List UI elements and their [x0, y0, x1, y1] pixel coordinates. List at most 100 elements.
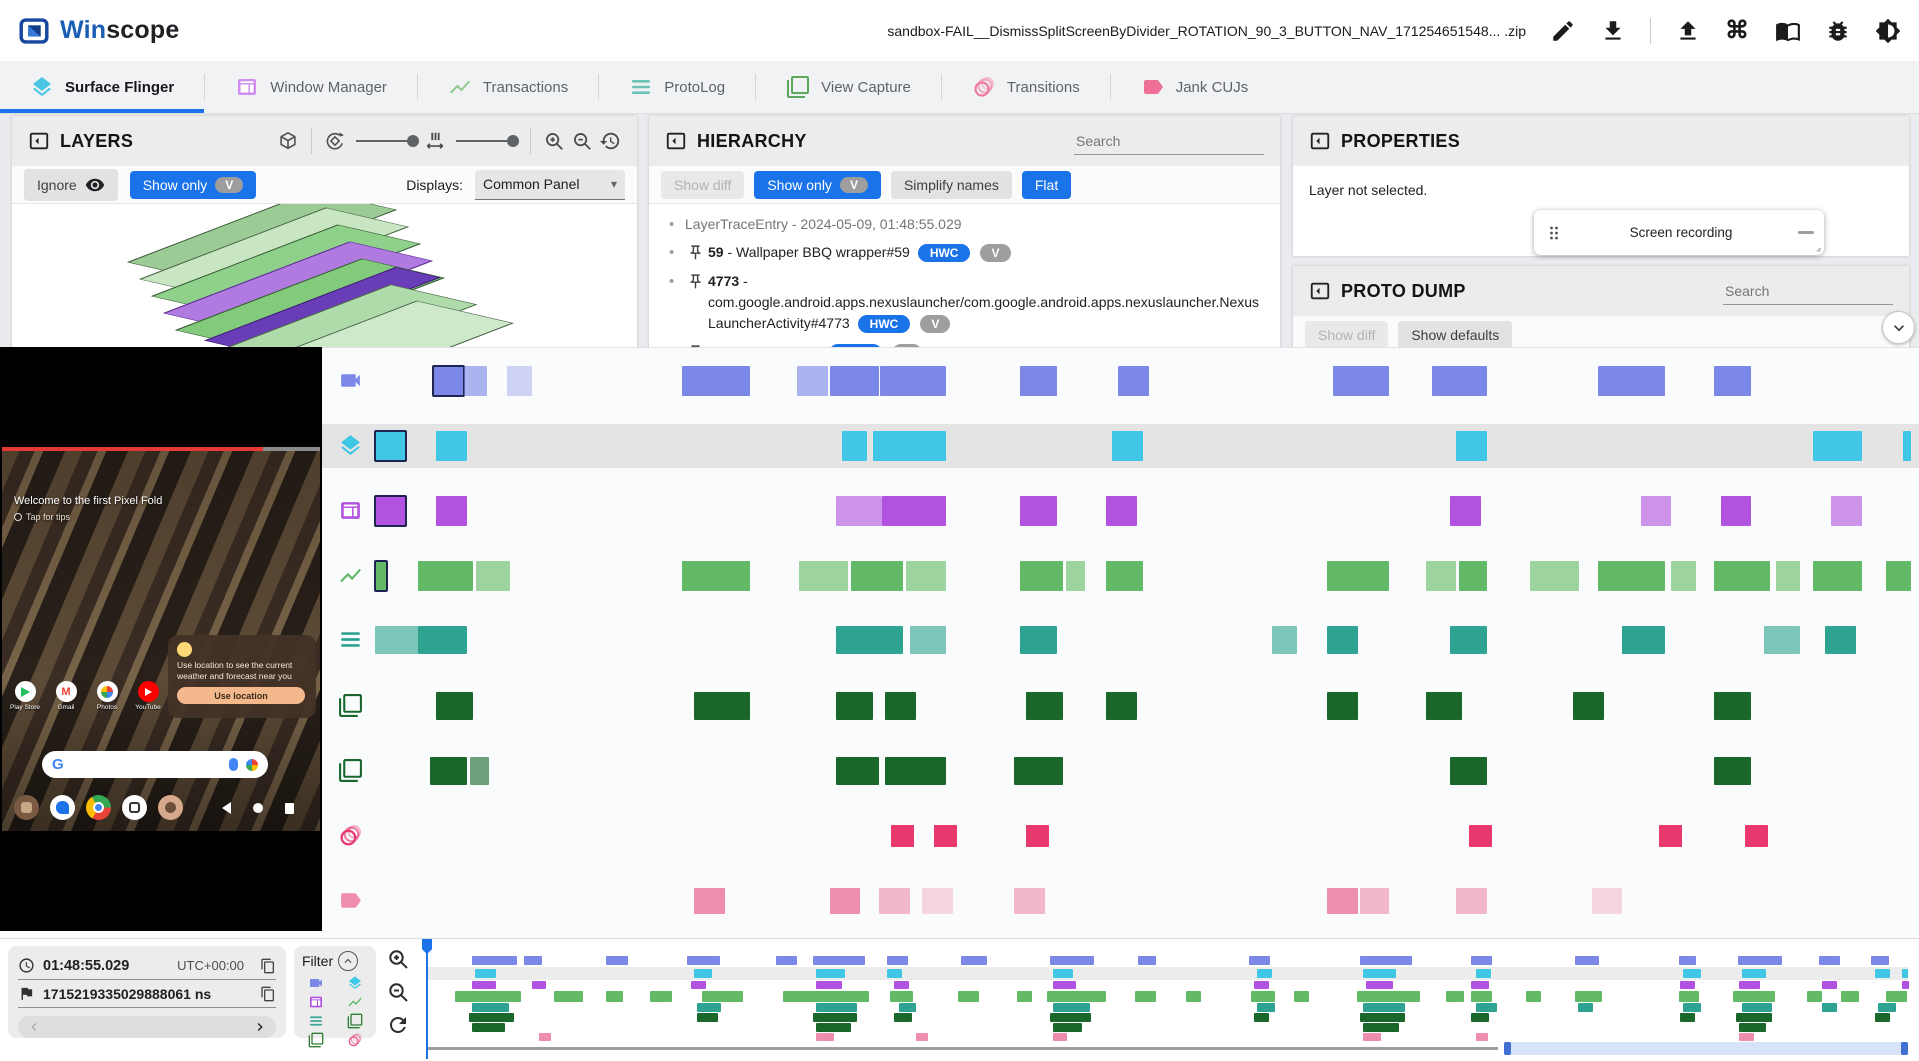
trace-block[interactable]	[1812, 561, 1862, 591]
trace-block[interactable]	[851, 561, 904, 591]
trace-block[interactable]	[884, 757, 947, 785]
trace-block[interactable]	[1659, 825, 1683, 847]
tab-view-capture[interactable]: View Capture	[756, 61, 941, 113]
reset-zoom-icon[interactable]	[386, 1013, 410, 1037]
trace-block[interactable]	[797, 366, 829, 396]
trace-block[interactable]	[881, 496, 947, 526]
flat-button[interactable]: Flat	[1021, 170, 1072, 199]
trace-block[interactable]	[1456, 888, 1488, 914]
trace-block[interactable]	[921, 888, 953, 914]
trace-block[interactable]	[418, 561, 474, 591]
trace-block[interactable]	[1333, 366, 1389, 396]
upload-icon[interactable]	[1675, 18, 1701, 44]
trace-block[interactable]	[1468, 825, 1492, 847]
trace-block[interactable]	[1745, 825, 1769, 847]
expand-panel-button[interactable]	[1882, 311, 1915, 344]
trace-block[interactable]	[1020, 366, 1057, 396]
trace-block[interactable]	[373, 560, 389, 592]
tab-transitions[interactable]: Transitions	[942, 61, 1110, 113]
trace-block[interactable]	[374, 430, 407, 462]
pin-icon[interactable]	[687, 244, 704, 261]
previous-entry-button[interactable]	[26, 1019, 42, 1035]
trace-block[interactable]	[1640, 496, 1672, 526]
timeline-row-transitions[interactable]	[375, 825, 1911, 847]
report-bug-icon[interactable]	[1825, 18, 1851, 44]
trace-block[interactable]	[878, 888, 910, 914]
edit-icon[interactable]	[1550, 18, 1576, 44]
trace-block[interactable]	[1720, 496, 1752, 526]
trace-block[interactable]	[1573, 692, 1604, 720]
trace-block[interactable]	[1812, 431, 1862, 461]
trace-block[interactable]	[884, 692, 916, 720]
trace-block[interactable]	[1272, 626, 1297, 654]
trace-block[interactable]	[1714, 692, 1752, 720]
copy-time-icon[interactable]	[260, 958, 276, 974]
tree-item-layer-trace-entry[interactable]: • LayerTraceEntry - 2024-05-09, 01:48:55…	[669, 216, 962, 233]
trace-block[interactable]	[1824, 626, 1856, 654]
trace-block[interactable]	[432, 365, 466, 397]
trace-block[interactable]	[436, 496, 468, 526]
documentation-icon[interactable]	[1775, 18, 1801, 44]
tree-item-wallpaper[interactable]: • 59 - Wallpaper BBQ wrapper#59 HWC V	[669, 242, 1266, 264]
spacing-slider[interactable]	[456, 135, 519, 147]
show-only-visible-button[interactable]: Show only V	[754, 170, 881, 199]
zoom-in-icon[interactable]	[386, 947, 410, 971]
trace-block[interactable]	[1763, 626, 1801, 654]
timeline-row-protolog[interactable]	[375, 626, 1911, 654]
trace-block[interactable]	[1775, 561, 1801, 591]
tab-transactions[interactable]: Transactions	[418, 61, 598, 113]
rotation-icon[interactable]	[324, 130, 346, 152]
trace-block[interactable]	[1425, 692, 1463, 720]
trace-block[interactable]	[872, 431, 947, 461]
zoom-in-icon[interactable]	[543, 130, 565, 152]
trace-block[interactable]	[934, 825, 958, 847]
trace-block[interactable]	[682, 561, 750, 591]
trace-block[interactable]	[1886, 561, 1911, 591]
trace-block[interactable]	[1714, 561, 1770, 591]
timeline-minimap[interactable]	[428, 939, 1910, 1043]
show-defaults-button[interactable]: Show defaults	[1398, 320, 1513, 349]
collapse-panel-icon[interactable]	[1309, 130, 1331, 152]
trace-block[interactable]	[906, 561, 947, 591]
trace-block[interactable]	[375, 626, 418, 654]
tab-window-manager[interactable]: Window Manager	[205, 61, 417, 113]
minimap-selection[interactable]	[1503, 1042, 1908, 1055]
trace-block[interactable]	[1359, 888, 1389, 914]
trace-block[interactable]	[835, 626, 904, 654]
ignore-button[interactable]: Ignore	[24, 168, 118, 201]
trace-block[interactable]	[1327, 626, 1359, 654]
hierarchy-search-input[interactable]	[1074, 127, 1264, 155]
timeline-row-view-capture-1[interactable]	[375, 692, 1911, 720]
collapse-panel-icon[interactable]	[665, 130, 687, 152]
trace-block[interactable]	[1327, 888, 1359, 914]
trace-block[interactable]	[835, 496, 882, 526]
window-icon[interactable]	[308, 994, 324, 1010]
trace-block[interactable]	[1431, 366, 1488, 396]
trace-block[interactable]	[909, 626, 947, 654]
trace-block[interactable]	[1714, 757, 1752, 785]
trace-block[interactable]	[1459, 561, 1488, 591]
trace-block[interactable]	[1903, 431, 1911, 461]
viewcapture-icon[interactable]	[308, 1032, 324, 1048]
trace-block[interactable]	[1026, 825, 1050, 847]
trace-block[interactable]	[476, 561, 511, 591]
trace-block[interactable]	[1020, 626, 1057, 654]
dark-mode-icon[interactable]	[1875, 18, 1901, 44]
trace-block[interactable]	[436, 692, 474, 720]
trace-block[interactable]	[880, 366, 947, 396]
proto-dump-search-input[interactable]	[1723, 277, 1893, 305]
trace-block[interactable]	[835, 757, 879, 785]
trace-block[interactable]	[1020, 561, 1064, 591]
trace-block[interactable]	[1106, 496, 1137, 526]
trace-block[interactable]	[436, 431, 468, 461]
trace-block[interactable]	[470, 757, 489, 785]
trace-block[interactable]	[841, 431, 867, 461]
selection-end-handle[interactable]	[1900, 1042, 1908, 1055]
trace-block[interactable]	[1597, 366, 1666, 396]
tab-jank-cujs[interactable]: Jank CUJs	[1111, 61, 1279, 113]
show-only-visible-button[interactable]: Show only V	[129, 170, 257, 199]
trace-block[interactable]	[1622, 626, 1666, 654]
pin-icon[interactable]	[687, 273, 704, 290]
collapse-panel-icon[interactable]	[1309, 280, 1331, 302]
trace-block[interactable]	[798, 561, 849, 591]
